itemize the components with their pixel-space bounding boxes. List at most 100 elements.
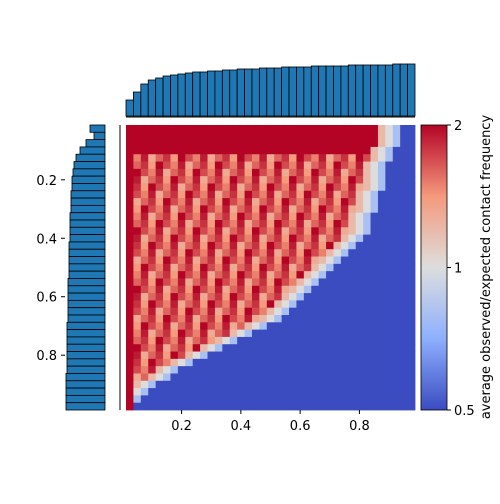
heatmap-cell bbox=[333, 249, 342, 257]
heatmap-cell bbox=[266, 402, 275, 411]
heatmap-cell bbox=[400, 300, 408, 309]
heatmap-cell bbox=[222, 132, 231, 141]
heatmap-cell bbox=[333, 388, 342, 396]
heatmap-cell bbox=[303, 249, 312, 257]
heatmap-cell bbox=[355, 395, 364, 404]
heatmap-cell bbox=[370, 183, 379, 192]
heatmap-cell bbox=[400, 336, 408, 345]
heatmap-cell bbox=[385, 351, 394, 360]
heatmap-cell bbox=[289, 125, 297, 133]
heatmap-cell bbox=[303, 329, 312, 338]
heatmap-cell bbox=[185, 285, 194, 294]
heatmap-cell bbox=[392, 271, 401, 279]
heatmap-cell bbox=[392, 278, 401, 287]
heatmap-cell bbox=[318, 205, 327, 214]
heatmap-cell bbox=[303, 380, 312, 389]
heatmap-cell bbox=[266, 344, 275, 352]
heatmap-cell bbox=[311, 168, 320, 177]
heatmap-cell bbox=[192, 212, 201, 221]
heatmap-cell bbox=[274, 132, 283, 141]
heatmap-cell bbox=[126, 125, 134, 133]
heatmap-cell bbox=[407, 220, 416, 228]
heatmap-cell bbox=[333, 373, 342, 382]
heatmap-cell bbox=[289, 263, 297, 272]
heatmap-cell bbox=[274, 220, 283, 228]
heatmap-cell bbox=[237, 154, 245, 162]
heatmap-cell bbox=[237, 132, 245, 141]
heatmap-cell bbox=[192, 161, 201, 170]
heatmap-cell bbox=[407, 358, 416, 367]
top-histogram-bar bbox=[325, 65, 334, 117]
heatmap-cell bbox=[133, 212, 142, 221]
heatmap-cell bbox=[281, 351, 290, 360]
heatmap-cell bbox=[326, 176, 334, 184]
heatmap-cell bbox=[326, 366, 334, 374]
heatmap-cell bbox=[311, 220, 320, 228]
heatmap-cell bbox=[251, 132, 260, 141]
heatmap-cell bbox=[229, 168, 238, 177]
heatmap-cell bbox=[318, 307, 327, 316]
heatmap-cell bbox=[311, 176, 320, 184]
heatmap-cell bbox=[274, 234, 283, 243]
heatmap-cell bbox=[170, 125, 179, 133]
heatmap-cell bbox=[207, 285, 216, 294]
heatmap-cell bbox=[296, 212, 305, 221]
heatmap-cell bbox=[222, 336, 231, 345]
heatmap-cell bbox=[222, 322, 231, 331]
heatmap-cell bbox=[163, 241, 171, 250]
heatmap-cell bbox=[274, 402, 283, 411]
heatmap-cell bbox=[289, 373, 297, 382]
heatmap-cell bbox=[133, 358, 142, 367]
heatmap-cell bbox=[163, 183, 171, 192]
heatmap-cell bbox=[363, 227, 371, 236]
heatmap-cell bbox=[140, 307, 149, 316]
heatmap-cell bbox=[385, 176, 394, 184]
heatmap-cell bbox=[207, 307, 216, 316]
heatmap-cell bbox=[155, 263, 164, 272]
heatmap-cell bbox=[289, 168, 297, 177]
heatmap-cell bbox=[155, 168, 164, 177]
heatmap-cell bbox=[200, 220, 208, 228]
heatmap-cell bbox=[222, 168, 231, 177]
heatmap-cell bbox=[303, 271, 312, 279]
heatmap-cell bbox=[251, 351, 260, 360]
heatmap-cell bbox=[274, 168, 283, 177]
heatmap-cell bbox=[326, 139, 334, 148]
heatmap-cell bbox=[140, 139, 149, 148]
heatmap-cell bbox=[163, 358, 171, 367]
heatmap-cell bbox=[155, 278, 164, 287]
left-histogram-bar bbox=[69, 219, 106, 228]
heatmap-cell bbox=[348, 190, 357, 199]
heatmap-cell bbox=[259, 293, 268, 301]
heatmap-cell bbox=[163, 329, 171, 338]
heatmap-cell bbox=[303, 183, 312, 192]
heatmap-cell bbox=[355, 241, 364, 250]
heatmap-cell bbox=[385, 329, 394, 338]
heatmap-cell bbox=[259, 168, 268, 177]
heatmap-cell bbox=[229, 315, 238, 323]
heatmap-cell bbox=[170, 249, 179, 257]
heatmap-cell bbox=[244, 271, 253, 279]
heatmap-cell bbox=[326, 285, 334, 294]
heatmap-cell bbox=[266, 263, 275, 272]
heatmap-cell bbox=[340, 263, 349, 272]
heatmap-cell bbox=[266, 322, 275, 331]
heatmap-cell bbox=[333, 183, 342, 192]
heatmap-cell bbox=[355, 307, 364, 316]
heatmap-cell bbox=[214, 293, 223, 301]
left-histogram-bar bbox=[67, 314, 106, 323]
heatmap-cell bbox=[348, 344, 357, 352]
heatmap-cell bbox=[370, 293, 379, 301]
heatmap-cell bbox=[229, 176, 238, 184]
heatmap-cell bbox=[355, 227, 364, 236]
heatmap-cell bbox=[185, 168, 194, 177]
heatmap-cell bbox=[400, 373, 408, 382]
heatmap-cell bbox=[348, 315, 357, 323]
heatmap-cell bbox=[244, 234, 253, 243]
heatmap-cell bbox=[370, 315, 379, 323]
heatmap-cell bbox=[355, 293, 364, 301]
heatmap-cell bbox=[222, 366, 231, 374]
heatmap-cell bbox=[237, 402, 245, 411]
heatmap-cell bbox=[326, 198, 334, 206]
heatmap-cell bbox=[192, 278, 201, 287]
